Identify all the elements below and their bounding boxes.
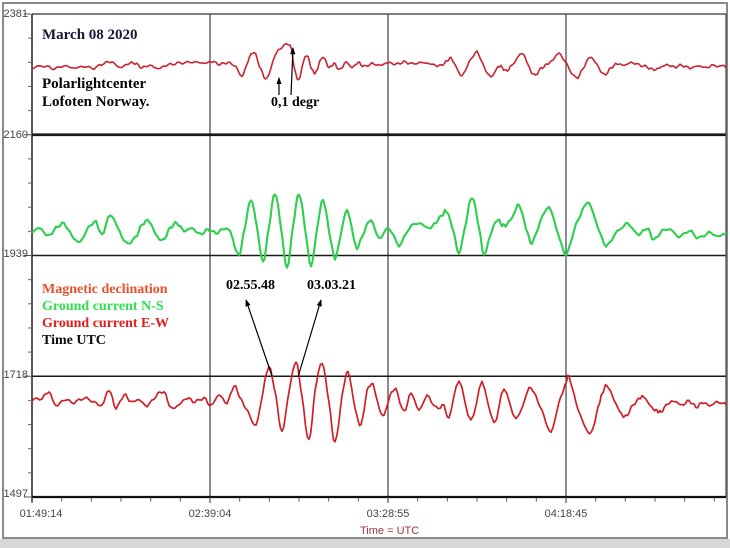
legend-ground-current-ew: Ground current E-W [42,316,170,331]
annotation-01-degr: 0,1 degr [271,95,320,110]
time-axis-caption: Time = UTC [360,525,420,537]
image-border-frame [2,2,728,539]
y-tick-label: 2381 [3,8,28,20]
x-tick-label: 03:28:55 [366,508,410,520]
annotation-time-030321: 03.03.21 [307,278,356,293]
y-tick-label: 1497 [3,488,28,500]
y-tick-label: 1939 [3,248,28,260]
y-tick-label: 2160 [3,129,28,141]
station-name-line2: Lofoten Norway. [42,94,150,110]
annotation-time-025548: 02.55.48 [226,278,275,293]
x-tick-label: 04:18:45 [544,508,588,520]
legend-ground-current-ns: Ground current N-S [42,299,164,314]
station-name-line1: Polarlightcenter [42,76,147,92]
date-title: March 08 2020 [42,27,138,43]
x-tick-label: 02:39:04 [188,508,232,520]
legend-time-utc: Time UTC [42,333,106,348]
y-tick-label: 1718 [3,369,28,381]
bottom-gray-strip [0,539,730,548]
legend-magnetic-declination: Magnetic declination [42,282,168,297]
x-tick-label: 01:49:14 [19,508,63,520]
